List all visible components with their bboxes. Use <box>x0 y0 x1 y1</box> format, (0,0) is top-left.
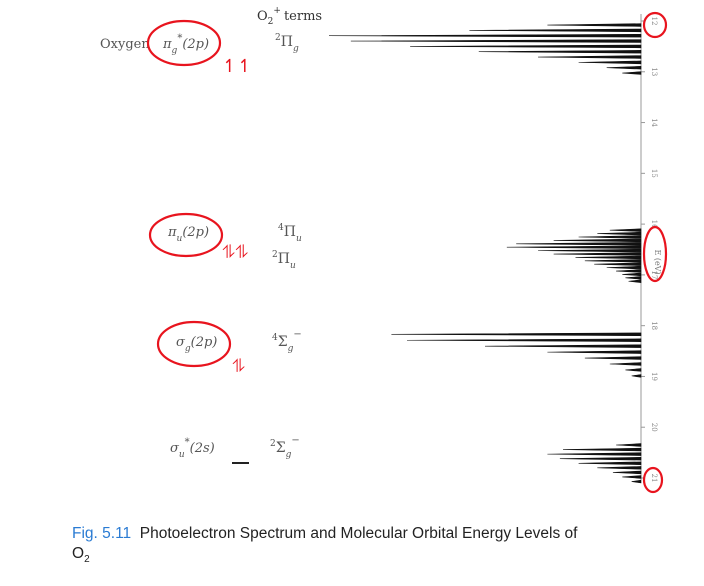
orbital-sigma-u-star-2s: σu*(2s) 2Σg− <box>170 435 300 464</box>
term-4pi-u: 4Πu <box>278 223 302 244</box>
spectrum-peak <box>547 452 642 456</box>
term-2pi-g: 2Πg <box>275 33 299 54</box>
spectrum-peak <box>410 44 642 49</box>
photoelectron-figure: O2+ terms Oxygen πg*(2p) 2Πg ↿↿ πu(2p) 4Π… <box>100 6 668 494</box>
photoelectron-spectrum <box>328 23 642 484</box>
spectrum-peak <box>516 242 642 246</box>
spectrum-peak <box>578 461 642 465</box>
spectrum-peak <box>478 50 642 54</box>
spectrum-peak <box>559 456 642 461</box>
term-2pi-u: 2Πu <box>272 250 296 271</box>
spectrum-peak <box>538 248 642 253</box>
spectrum-peak <box>584 356 642 360</box>
electron-arrows-pi-u: ⥮⥮ <box>222 242 249 263</box>
spectrum-peak <box>553 252 642 256</box>
figure-caption: Fig. 5.11 Photoelectron Spectrum and Mol… <box>72 525 577 543</box>
axis-tick-label: 20 <box>650 423 658 432</box>
spectrum-peak <box>612 470 642 475</box>
spectrum-peak <box>594 262 642 266</box>
axis-tick-label: 13 <box>650 67 658 76</box>
spectrum-peak <box>628 279 642 283</box>
molecule-label: Oxygen <box>100 37 150 52</box>
spectrum-peak <box>578 235 642 239</box>
spectrum-peak <box>328 34 642 38</box>
spectrum-peak <box>625 368 642 372</box>
annotation-circle-axis-label <box>642 225 668 283</box>
handwritten-annotations <box>146 11 668 494</box>
axis-tick-label: 15 <box>650 169 658 178</box>
spectrum-peak <box>406 338 642 342</box>
spectrum-peak <box>350 39 642 43</box>
spectrum-peak <box>538 55 642 59</box>
spectrum-peak <box>484 344 642 348</box>
annotation-circle-pi-u <box>148 212 224 258</box>
spectrum-peak <box>631 374 642 378</box>
axis-ticks: 12 13 14 15 16 17 18 19 20 21 <box>641 17 658 483</box>
annotation-circle-pi-g <box>146 19 222 67</box>
terms-heading: O2+ terms <box>257 6 322 27</box>
axis-tick-label: 14 <box>650 118 658 127</box>
orbital-sigma-g-2p: σg(2p) 4Σg− ⥮ <box>176 329 302 377</box>
caption-subject: O2 <box>72 545 90 566</box>
axis-tick-label: 18 <box>650 321 658 330</box>
spectrum-peak <box>547 23 642 27</box>
spectrum-peak <box>606 66 642 70</box>
spectrum-peak <box>506 245 642 249</box>
svg-text:πg*(2p): πg*(2p) <box>162 33 209 56</box>
spectrum-peak <box>606 265 642 270</box>
axis-tick-label: 21 <box>650 474 658 483</box>
spectrum-peak <box>616 269 642 273</box>
electron-arrows-pi-g: ↿↿ <box>222 56 252 77</box>
axis-tick-label: 19 <box>650 372 658 381</box>
annotation-circle-sigma-g <box>156 320 232 368</box>
figure-number: Fig. 5.11 <box>72 525 132 542</box>
spectrum-peak <box>625 276 642 280</box>
spectrum-peak <box>622 475 642 479</box>
spectrum-peak <box>609 228 642 232</box>
axis-tick-label: 17 <box>650 270 658 279</box>
spectrum-peak <box>575 255 642 260</box>
axis-tick-label: 16 <box>650 220 658 229</box>
annotation-circle-tick-21 <box>642 466 664 494</box>
spectrum-peak <box>597 231 642 236</box>
spectrum-peak <box>391 332 642 337</box>
term-2sigma-g: 2Σg− <box>270 435 300 460</box>
svg-text:σu*(2s): σu*(2s) <box>170 437 215 460</box>
spectrum-peak <box>597 466 642 470</box>
spectrum-peak <box>609 362 642 366</box>
spectrum-peak <box>622 71 642 75</box>
term-4sigma-g: 4Σg− <box>272 329 302 354</box>
orbital-pi-g-star-2p: πg*(2p) 2Πg ↿↿ <box>162 33 299 77</box>
spectrum-peak <box>622 272 642 277</box>
spectrum-peak <box>616 443 642 447</box>
spectrum-peak <box>469 28 642 33</box>
caption-text: Photoelectron Spectrum and Molecular Orb… <box>139 525 578 542</box>
svg-text:πu(2p): πu(2p) <box>167 225 209 244</box>
svg-text:σg(2p): σg(2p) <box>176 335 217 354</box>
spectrum-peak <box>562 447 642 452</box>
spectrum-peak <box>584 259 642 263</box>
axis-label: E (eV) <box>653 249 662 274</box>
orbital-pi-u-2p: πu(2p) 4Πu 2Πu ⥮⥮ <box>167 223 302 271</box>
spectrum-peak <box>547 350 642 354</box>
axis-tick-label: 12 <box>650 17 658 26</box>
spectrum-peak <box>553 238 642 243</box>
annotation-circle-tick-12 <box>642 11 668 39</box>
spectrum-peak <box>578 60 642 65</box>
electron-arrows-sigma-g: ⥮ <box>232 356 246 377</box>
spectrum-peak <box>631 479 642 484</box>
